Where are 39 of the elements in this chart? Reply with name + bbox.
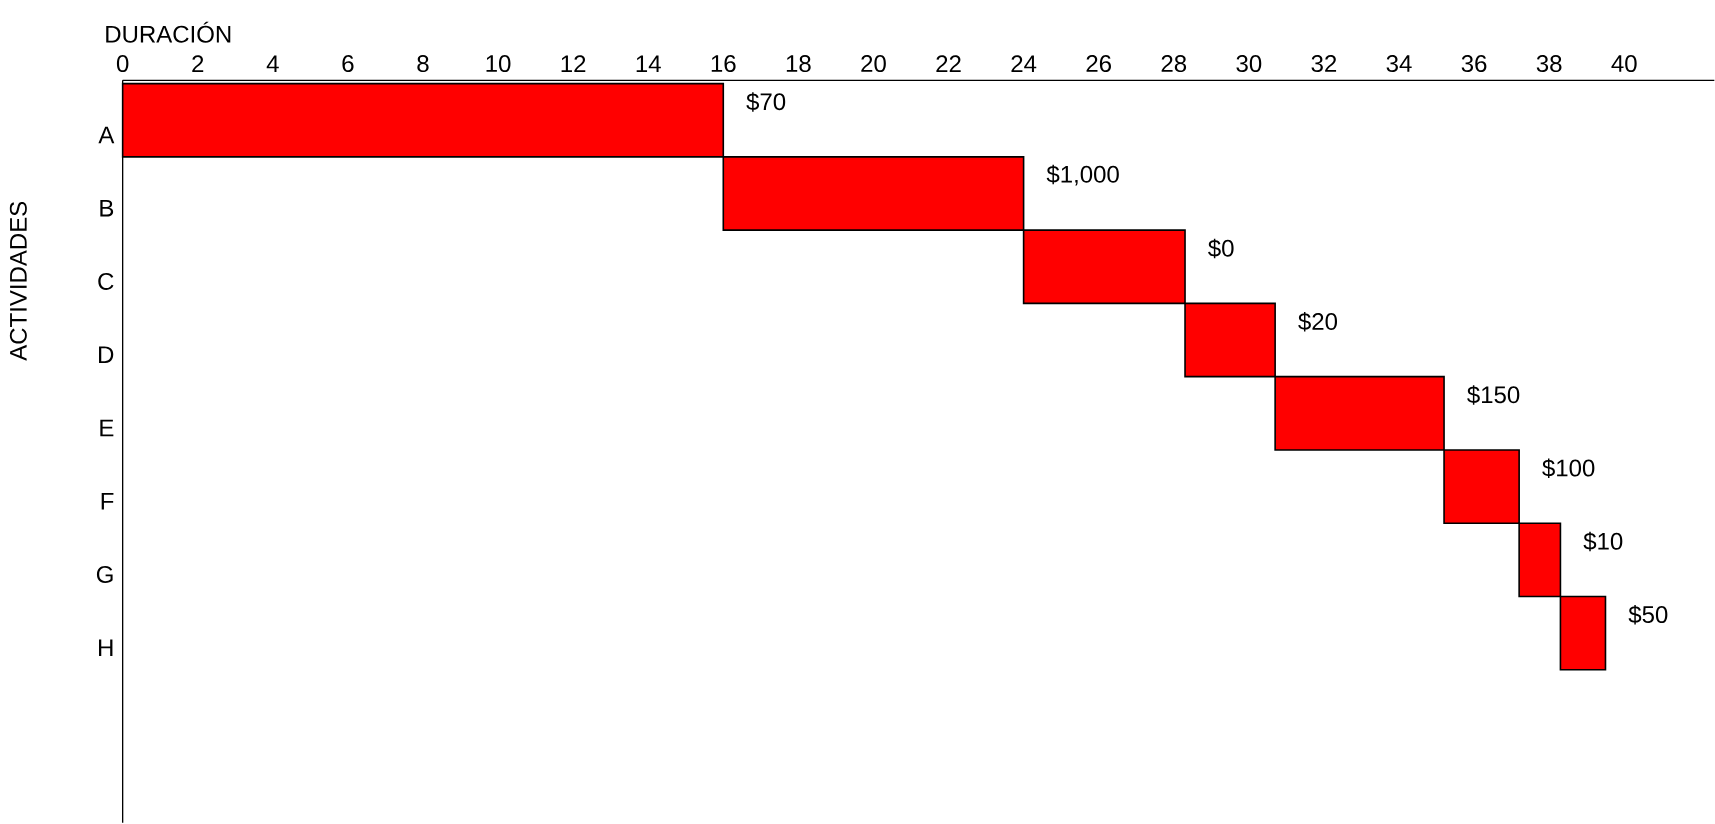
annotation: $100	[1542, 458, 1595, 479]
y-tick-label: F	[101, 493, 114, 510]
x-tick-label: 30	[1236, 55, 1262, 73]
x-tick-label: 6	[342, 55, 354, 73]
x-tick-label: 0	[116, 55, 129, 73]
y-tick-label: D	[99, 346, 114, 364]
x-tick-label: 18	[786, 55, 811, 73]
x-tick-label: 14	[636, 55, 661, 73]
x-tick-label: 12	[561, 55, 586, 73]
annotation: $0	[1208, 238, 1234, 259]
x-tick-label: 16	[711, 55, 736, 73]
annotation: $150	[1467, 385, 1520, 405]
x-tick-label: 20	[861, 55, 886, 73]
x-tick-label: 38	[1536, 55, 1562, 73]
x-tick-label: 8	[417, 55, 429, 73]
x-tick-label: 36	[1461, 55, 1487, 73]
x-tick-label: 26	[1086, 55, 1111, 73]
x-tick-label: 4	[266, 55, 279, 73]
x-axis-title: DURACIÓN	[106, 21, 231, 43]
annotation: $70	[746, 92, 786, 112]
y-tick-label: A	[98, 126, 115, 144]
annotation: $20	[1298, 312, 1338, 332]
x-tick-label: 22	[936, 55, 961, 73]
x-tick-label: 34	[1386, 55, 1412, 73]
annotation: $1,000	[1046, 165, 1119, 186]
y-axis-title: ACTIVIDADES	[9, 202, 27, 362]
annotation: $10	[1583, 532, 1623, 552]
x-tick-label: 2	[192, 55, 204, 73]
x-tick-label: 32	[1311, 55, 1337, 73]
y-tick-label: E	[100, 419, 114, 437]
y-tick-label: B	[100, 200, 114, 217]
x-tick-label: 28	[1161, 55, 1187, 73]
x-tick-label: 40	[1611, 55, 1637, 73]
x-tick-label: 24	[1011, 55, 1037, 73]
y-tick-label: G	[96, 566, 113, 584]
y-tick-label: C	[98, 273, 114, 291]
x-tick-label: 10	[486, 55, 511, 73]
y-tick-label: H	[99, 639, 113, 657]
annotation: $50	[1628, 605, 1668, 625]
